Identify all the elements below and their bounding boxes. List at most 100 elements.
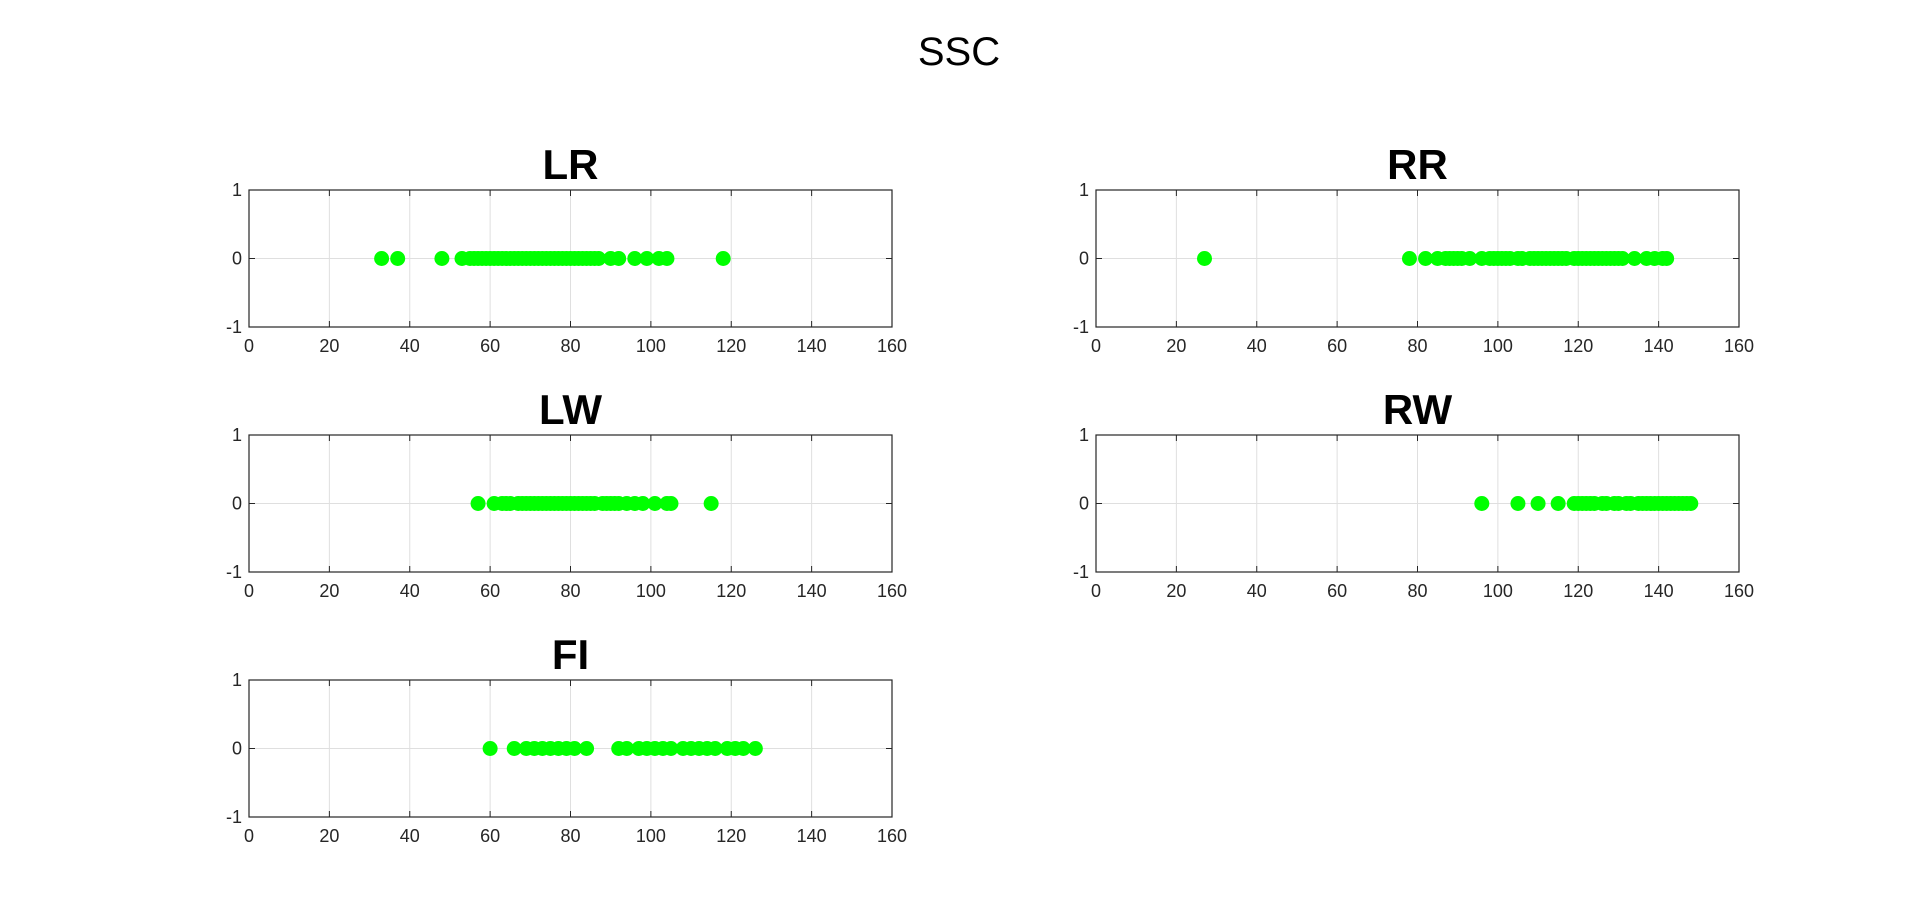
data-point	[663, 741, 679, 756]
data-point	[1627, 251, 1643, 266]
data-point	[1659, 251, 1675, 266]
x-tick-label: 80	[560, 336, 580, 356]
data-point	[506, 741, 522, 756]
x-tick-label: 80	[1407, 336, 1427, 356]
x-tick-label: 20	[319, 826, 339, 846]
y-tick-label: 1	[232, 180, 242, 200]
x-tick-label: 120	[1563, 581, 1593, 601]
data-point	[747, 741, 763, 756]
x-tick-label: 140	[797, 336, 827, 356]
y-tick-label: 0	[1079, 249, 1089, 269]
data-point	[635, 496, 651, 511]
x-tick-label: 40	[400, 581, 420, 601]
x-tick-label: 80	[1407, 581, 1427, 601]
data-point	[1474, 496, 1490, 511]
x-tick-label: 20	[1166, 581, 1186, 601]
data-point	[1550, 496, 1566, 511]
x-tick-label: 0	[1091, 336, 1101, 356]
x-tick-label: 80	[560, 826, 580, 846]
data-point	[1462, 251, 1478, 266]
x-tick-label: 160	[877, 581, 907, 601]
figure-title: SSC	[917, 30, 1001, 74]
data-point	[1530, 496, 1546, 511]
data-point	[482, 741, 498, 756]
x-tick-label: 100	[1483, 581, 1513, 601]
data-point	[470, 496, 486, 511]
data-point	[434, 251, 450, 266]
y-tick-label: -1	[1073, 562, 1089, 582]
data-point	[639, 251, 655, 266]
x-tick-label: 80	[560, 581, 580, 601]
y-tick-label: 0	[232, 739, 242, 759]
data-point	[647, 496, 663, 511]
x-tick-label: 20	[1166, 336, 1186, 356]
data-point	[1401, 251, 1417, 266]
data-point	[579, 741, 595, 756]
subplot-title-fi: FI	[552, 631, 589, 678]
x-tick-label: 0	[244, 826, 254, 846]
x-tick-label: 160	[877, 826, 907, 846]
y-tick-label: 1	[232, 425, 242, 445]
x-tick-label: 40	[400, 826, 420, 846]
y-tick-label: 0	[232, 249, 242, 269]
x-tick-label: 160	[877, 336, 907, 356]
x-tick-label: 160	[1724, 336, 1754, 356]
subplot-title-rw: RW	[1383, 386, 1453, 433]
x-tick-label: 140	[1644, 336, 1674, 356]
x-tick-label: 40	[400, 336, 420, 356]
x-tick-label: 120	[1563, 336, 1593, 356]
data-point	[735, 741, 751, 756]
y-tick-label: -1	[1073, 317, 1089, 337]
x-tick-label: 0	[1091, 581, 1101, 601]
x-tick-label: 140	[797, 581, 827, 601]
data-point	[663, 496, 679, 511]
x-tick-label: 60	[480, 336, 500, 356]
data-point	[591, 251, 607, 266]
data-point	[1683, 496, 1699, 511]
x-tick-label: 0	[244, 336, 254, 356]
x-tick-label: 100	[636, 826, 666, 846]
x-tick-label: 120	[716, 581, 746, 601]
x-tick-label: 20	[319, 336, 339, 356]
data-point	[1614, 251, 1630, 266]
y-tick-label: -1	[226, 562, 242, 582]
x-tick-label: 120	[716, 826, 746, 846]
y-tick-label: 0	[232, 494, 242, 514]
data-point	[619, 741, 635, 756]
x-tick-label: 160	[1724, 581, 1754, 601]
x-tick-label: 20	[319, 581, 339, 601]
x-tick-label: 100	[636, 336, 666, 356]
y-tick-label: 0	[1079, 494, 1089, 514]
data-point	[374, 251, 390, 266]
data-point	[659, 251, 675, 266]
y-tick-label: -1	[226, 807, 242, 827]
x-tick-label: 120	[716, 336, 746, 356]
x-tick-label: 60	[480, 826, 500, 846]
x-tick-label: 40	[1247, 336, 1267, 356]
data-point	[1418, 251, 1434, 266]
y-tick-label: -1	[226, 317, 242, 337]
x-tick-label: 140	[797, 826, 827, 846]
x-tick-label: 0	[244, 581, 254, 601]
y-tick-label: 1	[1079, 180, 1089, 200]
data-point	[703, 496, 719, 511]
x-tick-label: 60	[480, 581, 500, 601]
x-tick-label: 60	[1327, 581, 1347, 601]
y-tick-label: 1	[1079, 425, 1089, 445]
data-point	[627, 251, 643, 266]
subplot-title-lr: LR	[543, 141, 599, 188]
x-tick-label: 100	[1483, 336, 1513, 356]
data-point	[390, 251, 406, 266]
x-tick-label: 40	[1247, 581, 1267, 601]
subplot-title-rr: RR	[1387, 141, 1448, 188]
data-point	[707, 741, 723, 756]
x-tick-label: 60	[1327, 336, 1347, 356]
data-point	[1197, 251, 1213, 266]
